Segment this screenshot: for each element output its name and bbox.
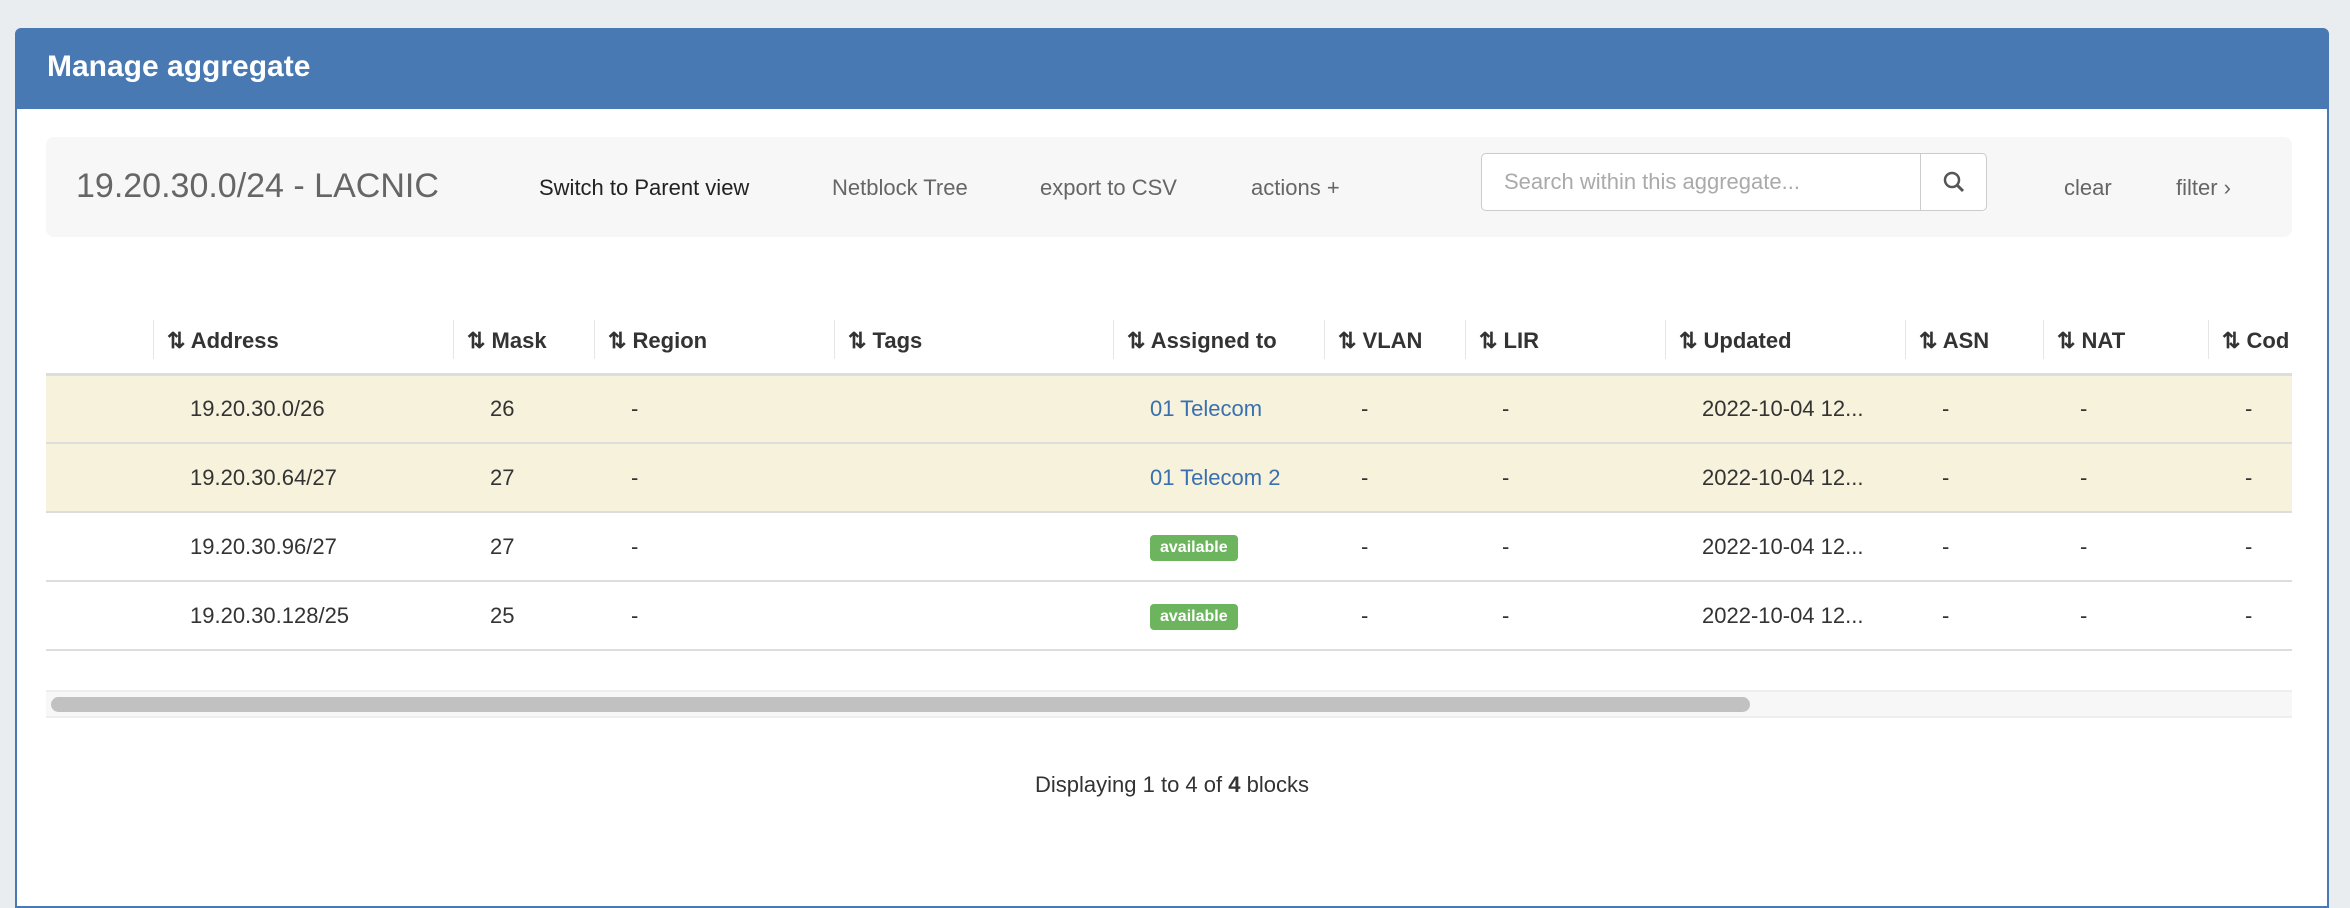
cell-mask: 26 [453, 374, 594, 444]
cell-code: - [2208, 443, 2292, 513]
netblock-tree-link[interactable]: Netblock Tree [832, 175, 968, 200]
manage-aggregate-panel: Manage aggregate 19.20.30.0/24 - LACNIC … [15, 28, 2329, 908]
status-badge: available [1150, 604, 1238, 630]
clear-link[interactable]: clear [2064, 175, 2112, 200]
cell-assigned: available [1113, 512, 1324, 582]
cell-lir: - [1465, 581, 1665, 651]
table-row[interactable]: 19.20.30.128/25 25- available - -2022-10-04 … [46, 581, 2292, 651]
cell-asn: - [1905, 581, 2043, 651]
cell-address: 19.20.30.0/26 [153, 374, 453, 444]
cell-updated: 2022-10-04 12... [1665, 581, 1905, 651]
cell-vlan: - [1324, 512, 1465, 582]
cell-code: - [2208, 581, 2292, 651]
cell-tags [834, 512, 1113, 582]
cell-mask: 27 [453, 443, 594, 513]
cell-tags [834, 443, 1113, 513]
cell-asn: - [1905, 512, 2043, 582]
switch-parent-view-link[interactable]: Switch to Parent view [539, 175, 750, 200]
column-header-lir[interactable]: ⇅ LIR [1465, 310, 1665, 376]
cell-region: - [594, 581, 834, 651]
cell-lir: - [1465, 443, 1665, 513]
summary-total: 4 [1228, 772, 1241, 797]
cell-tags [834, 374, 1113, 444]
aggregate-toolbar: 19.20.30.0/24 - LACNIC Switch to Parent … [46, 137, 2292, 237]
search-input[interactable] [1482, 154, 1920, 210]
column-header-updated[interactable]: ⇅ Updated [1665, 310, 1905, 376]
search-button[interactable] [1920, 154, 1986, 210]
cell-asn: - [1905, 374, 2043, 444]
cell-select [46, 443, 153, 513]
column-header-tags[interactable]: ⇅ Tags [834, 310, 1113, 376]
cell-assigned: available [1113, 581, 1324, 651]
cell-vlan: - [1324, 374, 1465, 444]
cell-vlan: - [1324, 581, 1465, 651]
summary-prefix: Displaying 1 to 4 of [1035, 772, 1229, 797]
blocks-table: ⇅ Address ⇅ Mask ⇅ Region ⇅ Tags ⇅ Assigned … [46, 310, 2292, 651]
cell-select [46, 581, 153, 651]
cell-updated: 2022-10-04 12... [1665, 443, 1905, 513]
filter-toggle[interactable]: filter › [2176, 175, 2231, 200]
table-row[interactable]: 19.20.30.0/26 26-01 Telecom - -2022-10-04 1… [46, 374, 2292, 444]
column-header-assigned-to[interactable]: ⇅ Assigned to [1113, 310, 1324, 376]
cell-nat: - [2043, 581, 2208, 651]
cell-asn: - [1905, 443, 2043, 513]
cell-select [46, 512, 153, 582]
aggregate-title: 19.20.30.0/24 - LACNIC [76, 167, 439, 205]
search-group [1481, 153, 1987, 211]
cell-address: 19.20.30.128/25 [153, 581, 453, 651]
horizontal-scrollbar[interactable] [46, 690, 2292, 718]
cell-mask: 25 [453, 581, 594, 651]
status-badge: available [1150, 535, 1238, 561]
cell-address: 19.20.30.96/27 [153, 512, 453, 582]
column-header-code[interactable]: ⇅ Cod [2208, 310, 2292, 376]
column-header-mask[interactable]: ⇅ Mask [453, 310, 594, 376]
assigned-to-link[interactable]: 01 Telecom 2 [1150, 464, 1281, 490]
cell-updated: 2022-10-04 12... [1665, 374, 1905, 444]
cell-select [46, 374, 153, 444]
column-header-region[interactable]: ⇅ Region [594, 310, 834, 376]
cell-code: - [2208, 374, 2292, 444]
cell-lir: - [1465, 374, 1665, 444]
table-row[interactable]: 19.20.30.96/27 27- available - -2022-10-04 1… [46, 512, 2292, 582]
assigned-to-link[interactable]: 01 Telecom [1150, 395, 1263, 421]
cell-updated: 2022-10-04 12... [1665, 512, 1905, 582]
cell-assigned: 01 Telecom [1113, 374, 1324, 444]
cell-lir: - [1465, 512, 1665, 582]
export-csv-link[interactable]: export to CSV [1040, 175, 1177, 200]
search-icon [1943, 171, 1964, 193]
cell-tags [834, 581, 1113, 651]
column-header-vlan[interactable]: ⇅ VLAN [1324, 310, 1465, 376]
blocks-table-container: ⇅ Address ⇅ Mask ⇅ Region ⇅ Tags ⇅ Assigned … [46, 310, 2292, 651]
cell-nat: - [2043, 512, 2208, 582]
cell-region: - [594, 374, 834, 444]
column-header-address[interactable]: ⇅ Address [153, 310, 453, 376]
cell-address: 19.20.30.64/27 [153, 443, 453, 513]
column-header-nat[interactable]: ⇅ NAT [2043, 310, 2208, 376]
table-row[interactable]: 19.20.30.64/27 27-01 Telecom 2- -2022-10-0… [46, 443, 2292, 513]
cell-mask: 27 [453, 512, 594, 582]
actions-menu[interactable]: actions + [1251, 175, 1340, 200]
column-header-select [46, 310, 153, 376]
pagination-summary: Displaying 1 to 4 of 4 blocks [17, 772, 2327, 798]
scrollbar-thumb[interactable] [51, 697, 1751, 712]
cell-vlan: - [1324, 443, 1465, 513]
summary-suffix: blocks [1240, 772, 1309, 797]
cell-region: - [594, 512, 834, 582]
cell-region: - [594, 443, 834, 513]
cell-code: - [2208, 512, 2292, 582]
cell-nat: - [2043, 374, 2208, 444]
cell-assigned: 01 Telecom 2 [1113, 443, 1324, 513]
cell-nat: - [2043, 443, 2208, 513]
panel-title: Manage aggregate [17, 30, 2327, 109]
column-header-asn[interactable]: ⇅ ASN [1905, 310, 2043, 376]
